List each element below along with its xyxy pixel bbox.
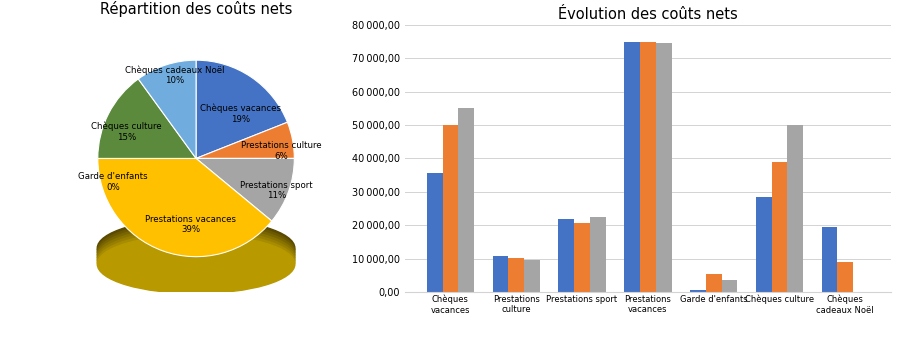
Ellipse shape bbox=[97, 221, 295, 280]
Ellipse shape bbox=[97, 219, 295, 278]
Text: Chèques culture
15%: Chèques culture 15% bbox=[91, 122, 162, 142]
Bar bbox=[624, 42, 640, 292]
Text: Garde d'enfants
0%: Garde d'enfants 0% bbox=[78, 172, 148, 192]
Bar bbox=[458, 108, 474, 292]
Ellipse shape bbox=[97, 235, 295, 293]
Bar bbox=[427, 173, 443, 292]
Bar bbox=[822, 227, 837, 292]
Wedge shape bbox=[196, 158, 294, 221]
Title: Évolution des coûts nets: Évolution des coûts nets bbox=[558, 7, 738, 22]
Bar bbox=[656, 43, 671, 292]
Wedge shape bbox=[139, 60, 196, 158]
Bar bbox=[771, 162, 788, 292]
Bar bbox=[706, 273, 722, 292]
Bar bbox=[756, 197, 771, 292]
Text: Prestations vacances
39%: Prestations vacances 39% bbox=[145, 215, 236, 234]
Bar bbox=[492, 256, 508, 292]
Bar bbox=[443, 125, 458, 292]
Bar bbox=[590, 217, 606, 292]
Wedge shape bbox=[196, 60, 287, 158]
Text: Prestations sport
11%: Prestations sport 11% bbox=[240, 181, 312, 200]
Bar bbox=[558, 219, 574, 292]
Title: Répartition des coûts nets: Répartition des coûts nets bbox=[100, 1, 292, 17]
Text: Chèques vacances
19%: Chèques vacances 19% bbox=[201, 104, 282, 124]
Bar bbox=[524, 260, 540, 292]
Ellipse shape bbox=[97, 224, 295, 283]
Text: Prestations culture
6%: Prestations culture 6% bbox=[241, 141, 322, 161]
Wedge shape bbox=[196, 122, 294, 158]
Bar bbox=[640, 42, 656, 292]
Wedge shape bbox=[98, 79, 196, 158]
Bar bbox=[574, 223, 590, 292]
Ellipse shape bbox=[97, 232, 295, 291]
Ellipse shape bbox=[97, 227, 295, 286]
Bar bbox=[788, 125, 803, 292]
Bar bbox=[722, 280, 737, 292]
Wedge shape bbox=[98, 158, 272, 257]
Ellipse shape bbox=[97, 229, 295, 288]
Bar bbox=[837, 262, 853, 292]
Text: Chèques cadeaux Noël
10%: Chèques cadeaux Noël 10% bbox=[125, 65, 224, 85]
Bar bbox=[508, 257, 524, 292]
Bar bbox=[690, 290, 706, 292]
